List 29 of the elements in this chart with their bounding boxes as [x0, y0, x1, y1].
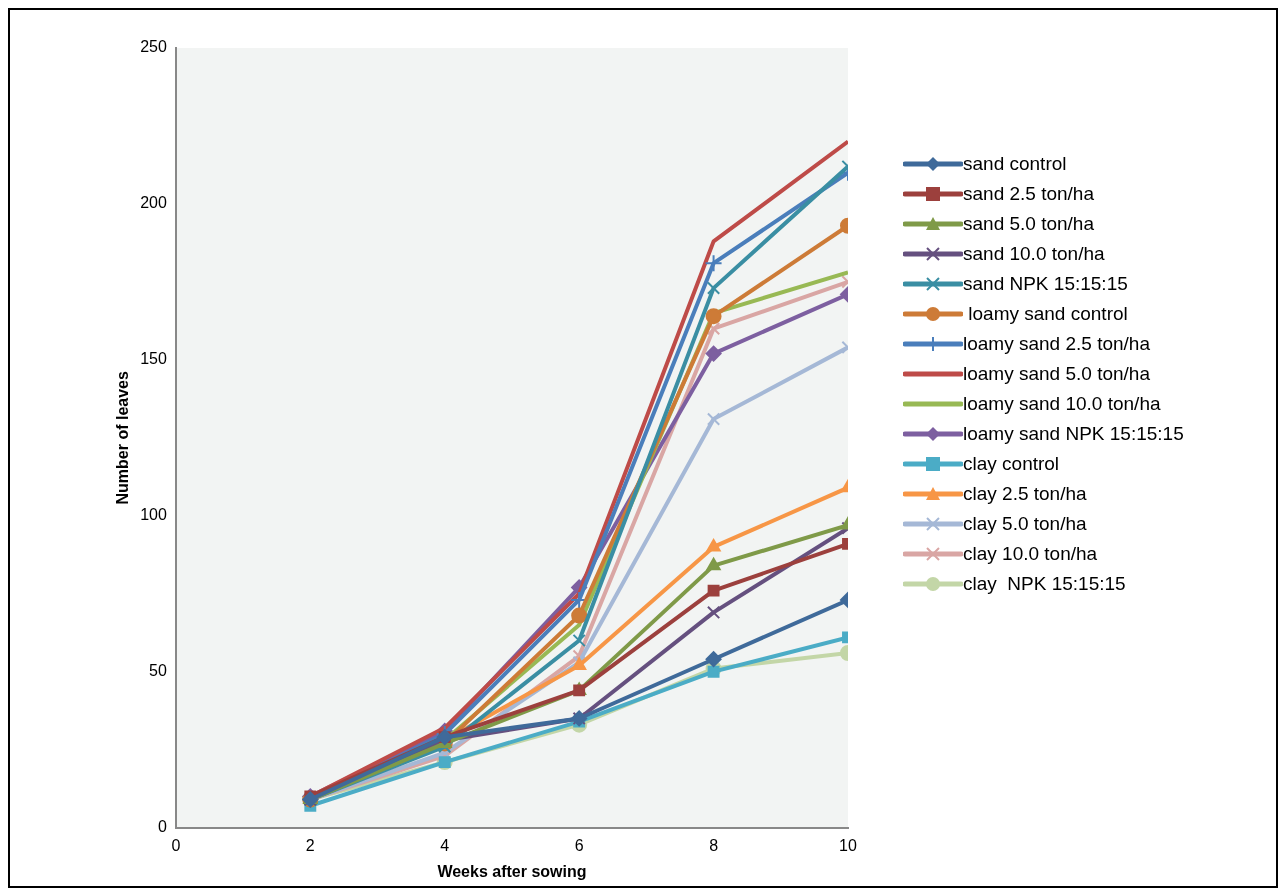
x-tick-label: 2: [305, 836, 315, 854]
legend-label: clay control: [963, 452, 1060, 475]
legend-label: sand NPK 15:15:15: [963, 272, 1128, 295]
legend-label: loamy sand 5.0 ton/ha: [963, 362, 1150, 385]
legend-label: loamy sand 2.5 ton/ha: [963, 332, 1150, 355]
x-tick-label: 8: [709, 836, 719, 854]
y-tick-label: 0: [157, 818, 167, 836]
legend-label: clay 5.0 ton/ha: [963, 512, 1087, 535]
x-tick-label: 4: [440, 836, 450, 854]
legend-label: sand 5.0 ton/ha: [963, 212, 1094, 235]
y-axis-title: Number of leaves: [114, 371, 132, 505]
x-tick-label: 6: [574, 836, 584, 854]
legend-label: loamy sand control: [967, 302, 1128, 325]
legend-label: sand control: [963, 152, 1067, 175]
legend-label: sand 2.5 ton/ha: [963, 182, 1094, 205]
y-tick-label: 50: [149, 662, 167, 680]
legend-label: sand 10.0 ton/ha: [963, 242, 1105, 265]
legend-label: clay 10.0 ton/ha: [963, 542, 1098, 565]
legend-label: clay 2.5 ton/ha: [963, 482, 1087, 505]
x-axis-title: Weeks after sowing: [437, 862, 587, 880]
x-tick-label: 0: [171, 836, 181, 854]
y-tick-label: 150: [140, 350, 167, 368]
y-tick-label: 100: [140, 506, 167, 524]
y-tick-label: 250: [140, 38, 167, 56]
y-tick-label: 200: [140, 194, 167, 212]
x-tick-label: 10: [839, 836, 857, 854]
legend-label: loamy sand 10.0 ton/ha: [963, 392, 1161, 415]
legend-label: loamy sand NPK 15:15:15: [963, 422, 1184, 445]
legend-label: clay NPK 15:15:15: [963, 572, 1126, 595]
